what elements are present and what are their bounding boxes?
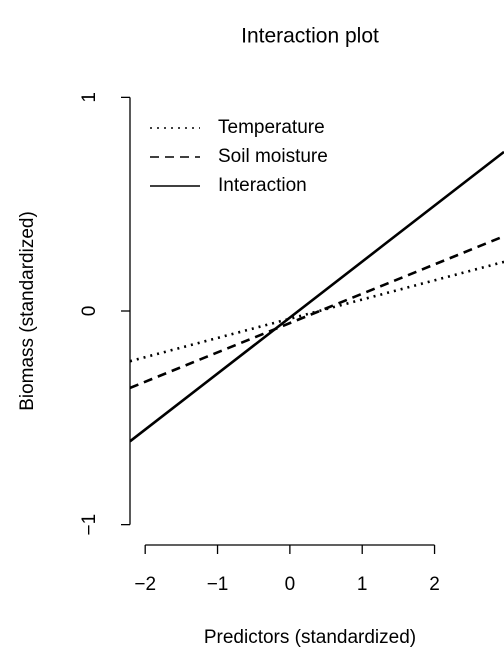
legend-label: Soil moisture — [218, 146, 328, 167]
x-tick-label: −1 — [207, 574, 229, 595]
chart-title: Interaction plot — [241, 25, 379, 48]
x-tick-label: −2 — [134, 574, 156, 595]
y-tick-label: −1 — [79, 514, 100, 536]
plot-area — [130, 150, 504, 443]
series-line — [130, 260, 504, 363]
y-tick-label: 0 — [79, 306, 100, 317]
x-axis-label: Predictors (standardized) — [204, 627, 416, 648]
series-line — [130, 150, 504, 443]
x-tick-label: 2 — [429, 574, 440, 595]
legend-label: Interaction — [218, 175, 307, 196]
legend-label: Temperature — [218, 117, 325, 138]
x-tick-label: 0 — [285, 574, 296, 595]
y-axis-label: Biomass (standardized) — [17, 211, 38, 411]
x-tick-label: 1 — [357, 574, 368, 595]
y-tick-label: 1 — [79, 92, 100, 103]
series-line — [130, 235, 504, 390]
